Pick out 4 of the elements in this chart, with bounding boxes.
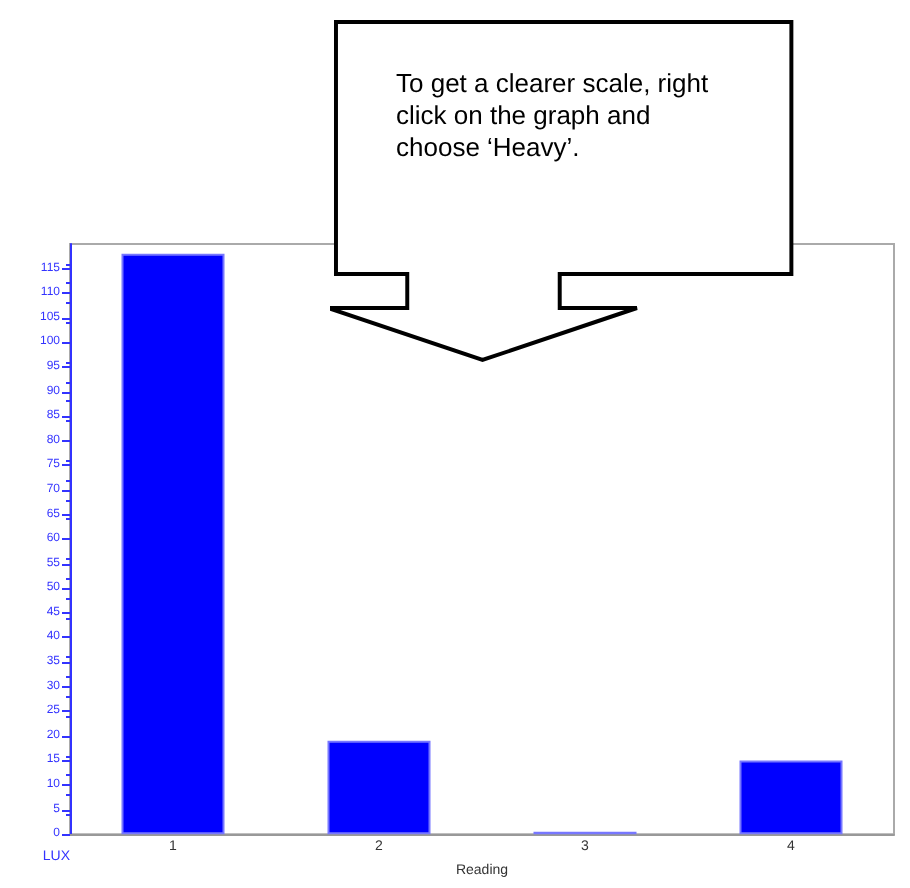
bar (121, 253, 225, 835)
bar (739, 760, 843, 835)
text: To get a clearer scale, right click on the graph and choose ‘Heavy’. (396, 68, 711, 164)
bar (327, 740, 431, 835)
